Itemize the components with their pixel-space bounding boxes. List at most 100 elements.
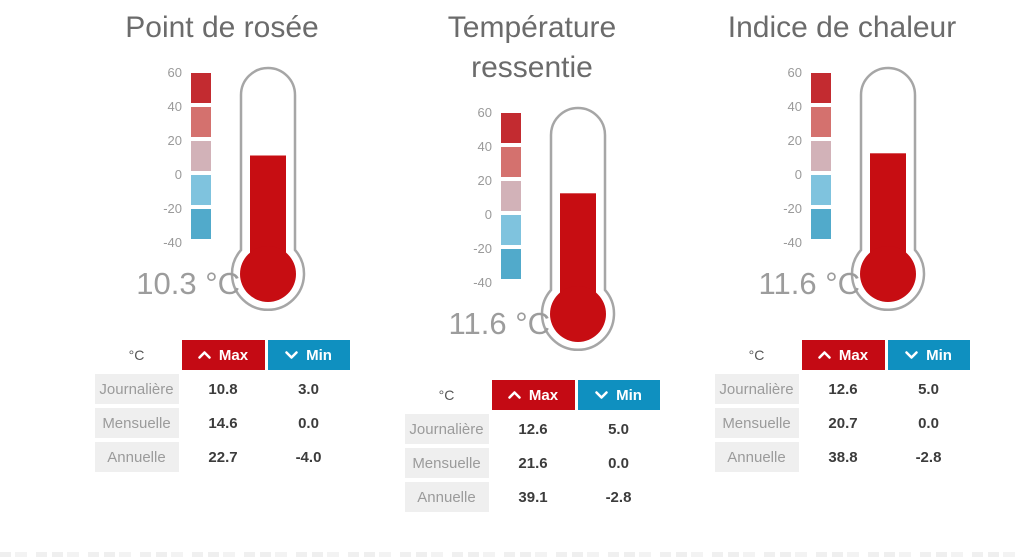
max-button-label: Max — [218, 346, 249, 364]
row-label: Annuelle — [714, 442, 799, 472]
max-button[interactable]: Max — [181, 340, 265, 370]
scale-band — [811, 175, 831, 205]
scale-tick: 40 — [477, 139, 492, 154]
stats-table: °C Max Min Journalière 12.6 5.0 Mensuell… — [714, 340, 970, 472]
min-button[interactable]: Min — [577, 380, 660, 410]
unit-header: °C — [438, 387, 455, 403]
chevron-up-icon — [818, 351, 831, 359]
unit-header: °C — [128, 347, 145, 363]
thermometer-gauge: 60 40 20 0 -20 -40 11.6 °C — [759, 64, 930, 316]
scale-tick-labels: 60 40 20 0 -20 -40 — [148, 64, 182, 254]
scale-band — [191, 107, 211, 137]
scale-tick: 0 — [484, 207, 492, 222]
chevron-down-icon — [905, 351, 918, 359]
current-value-unit: °C — [205, 266, 240, 301]
thermometer-gauge: 60 40 20 0 -20 -40 10.3 °C — [136, 64, 310, 316]
min-value: 0.0 — [298, 414, 319, 432]
scale-tick-labels: 60 40 20 0 -20 -40 — [768, 64, 802, 254]
min-value: -4.0 — [295, 448, 322, 466]
row-label: Journalière — [94, 374, 179, 404]
current-value: 11.6 °C — [449, 306, 550, 342]
min-value: 5.0 — [918, 380, 939, 398]
panel-title: Point de rosée — [125, 11, 319, 44]
max-value: 38.8 — [828, 448, 858, 466]
scale-band — [501, 147, 521, 177]
chevron-down-icon — [595, 391, 608, 399]
panel-title: Indice de chaleur — [727, 11, 957, 44]
thermometer-gauge: 60 40 20 0 -20 -40 11.6 °C — [449, 104, 620, 356]
scale-tick: -40 — [783, 235, 802, 250]
scale-color-bar — [191, 73, 211, 243]
scale-tick: 60 — [787, 65, 802, 80]
max-value: 10.8 — [208, 380, 238, 398]
scale-band — [501, 249, 521, 279]
scale-tick: -20 — [783, 201, 802, 216]
chevron-down-icon — [285, 351, 298, 359]
scale-band — [501, 215, 521, 245]
scale-tick: 20 — [167, 133, 182, 148]
panel-title: Température ressentie — [447, 11, 617, 84]
current-value-unit: °C — [515, 306, 550, 341]
scale-band — [811, 209, 831, 239]
panel-heat-index: Indice de chaleur 60 40 20 0 -20 -40 — [687, 8, 997, 557]
min-button-label: Min — [926, 346, 952, 364]
min-value: 5.0 — [608, 420, 629, 438]
scale-band — [191, 175, 211, 205]
min-button[interactable]: Min — [887, 340, 970, 370]
row-label: Annuelle — [404, 482, 489, 512]
max-value: 39.1 — [518, 488, 548, 506]
scale-color-bar — [811, 73, 831, 243]
min-button-label: Min — [306, 346, 332, 364]
thermometer-icon — [230, 66, 306, 312]
min-value: -2.8 — [605, 488, 632, 506]
scale-tick: 20 — [787, 133, 802, 148]
current-value-number: 11.6 — [758, 266, 817, 301]
scale-band — [811, 107, 831, 137]
min-value: 3.0 — [298, 380, 319, 398]
row-label: Mensuelle — [714, 408, 799, 438]
max-button-label: Max — [838, 346, 869, 364]
cutoff-text-strip — [0, 552, 1024, 557]
stats-table: °C Max Min Journalière 12.6 5.0 Mensuell… — [404, 380, 660, 512]
row-label: Journalière — [714, 374, 799, 404]
stats-table: °C Max Min Journalière 10.8 3.0 Mensuell… — [94, 340, 350, 472]
chevron-up-icon — [508, 391, 521, 399]
scale-tick: 60 — [477, 105, 492, 120]
thermometer-icon — [850, 66, 926, 312]
scale-band — [191, 73, 211, 103]
scale-band — [501, 181, 521, 211]
max-value: 20.7 — [828, 414, 858, 432]
min-value: -2.8 — [915, 448, 942, 466]
scale-tick: -40 — [163, 235, 182, 250]
min-button-label: Min — [616, 386, 642, 404]
scale-band — [501, 113, 521, 143]
current-value-number: 10.3 — [136, 266, 197, 301]
scale-tick: 20 — [477, 173, 492, 188]
thermo-fill-bulb — [860, 246, 916, 302]
scale-tick: -40 — [473, 275, 492, 290]
scale-tick: 40 — [787, 99, 802, 114]
scale-band — [191, 209, 211, 239]
min-value: 0.0 — [608, 454, 629, 472]
min-button[interactable]: Min — [267, 340, 350, 370]
scale-tick: 0 — [174, 167, 182, 182]
max-button[interactable]: Max — [801, 340, 885, 370]
scale-band — [811, 141, 831, 171]
min-value: 0.0 — [918, 414, 939, 432]
row-label: Journalière — [404, 414, 489, 444]
thermo-fill-bulb — [550, 286, 606, 342]
current-value-unit: °C — [825, 266, 860, 301]
max-button[interactable]: Max — [491, 380, 575, 410]
max-value: 21.6 — [518, 454, 548, 472]
current-value: 11.6 °C — [759, 266, 860, 302]
scale-tick: -20 — [473, 241, 492, 256]
scale-color-bar — [501, 113, 521, 283]
chevron-up-icon — [198, 351, 211, 359]
scale-band — [191, 141, 211, 171]
scale-tick: 0 — [794, 167, 802, 182]
current-value-number: 11.6 — [448, 306, 507, 341]
scale-tick: 60 — [167, 65, 182, 80]
unit-header: °C — [748, 347, 765, 363]
panel-dew-point: Point de rosée 60 40 20 0 -20 -40 — [67, 8, 377, 557]
